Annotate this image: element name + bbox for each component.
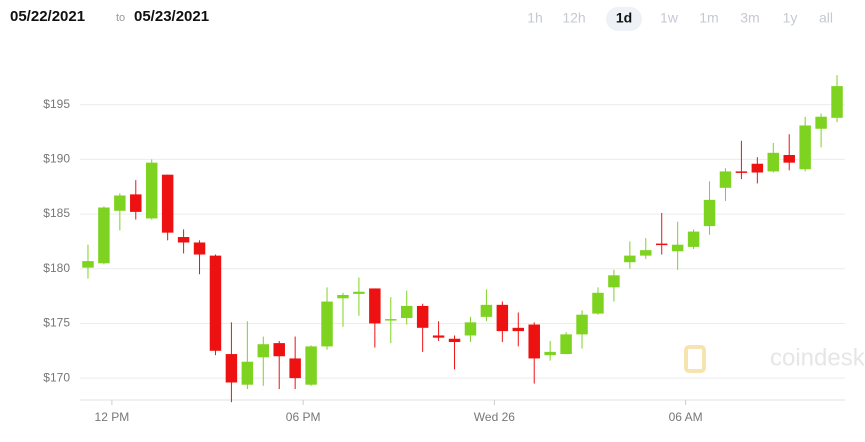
candle-body bbox=[448, 338, 461, 343]
x-tick-label: 06 AM bbox=[669, 410, 703, 424]
y-tick-label: $175 bbox=[43, 316, 70, 330]
range-button[interactable]: 1y bbox=[783, 10, 798, 26]
range-button[interactable]: all bbox=[819, 10, 833, 26]
candle-body bbox=[241, 361, 254, 385]
candle-body bbox=[145, 162, 158, 219]
candle-body bbox=[592, 292, 604, 314]
candle-body bbox=[671, 244, 684, 252]
candle-body bbox=[353, 291, 365, 294]
candle-body bbox=[735, 171, 748, 173]
candle-body bbox=[544, 351, 556, 356]
candle-body bbox=[655, 243, 668, 246]
candle-body bbox=[799, 125, 811, 170]
candle-body bbox=[130, 194, 142, 212]
candle-body bbox=[257, 344, 270, 358]
range-button[interactable]: 1d bbox=[616, 10, 632, 26]
candle-body bbox=[305, 346, 317, 385]
candle-body bbox=[416, 305, 429, 328]
candle-body bbox=[177, 237, 190, 243]
y-tick-label: $180 bbox=[43, 261, 70, 275]
range-button[interactable]: 3m bbox=[740, 10, 759, 26]
date-to: 05/23/2021 bbox=[134, 8, 209, 25]
candle-body bbox=[385, 319, 397, 321]
y-tick-label: $185 bbox=[43, 206, 70, 220]
candle-body bbox=[432, 335, 445, 338]
candle-body bbox=[703, 199, 716, 227]
candle-body bbox=[225, 354, 238, 383]
candle-body bbox=[114, 195, 126, 211]
candle-body bbox=[496, 304, 509, 332]
candle-body bbox=[767, 152, 780, 172]
candle-body bbox=[719, 171, 732, 188]
date-from: 05/22/2021 bbox=[10, 8, 85, 25]
candle-body bbox=[98, 207, 110, 264]
candle-body bbox=[640, 250, 652, 256]
candle-body bbox=[751, 163, 764, 173]
candle-body bbox=[193, 242, 206, 255]
y-tick-label: $195 bbox=[43, 97, 70, 111]
range-button[interactable]: 1w bbox=[660, 10, 679, 26]
candle-body bbox=[831, 86, 843, 118]
candle-body bbox=[480, 304, 493, 317]
date-separator: to bbox=[116, 12, 125, 24]
candle-body bbox=[209, 255, 222, 351]
candle-body bbox=[815, 116, 827, 129]
y-tick-label: $190 bbox=[43, 152, 70, 166]
candle-body bbox=[624, 255, 636, 263]
watermark: coindesk bbox=[770, 344, 865, 371]
candle-body bbox=[369, 288, 381, 324]
candle-body bbox=[289, 358, 301, 379]
candle-body bbox=[576, 314, 588, 335]
candle-body bbox=[464, 322, 477, 336]
candle-body bbox=[528, 324, 540, 359]
x-tick-label: 12 PM bbox=[95, 410, 130, 424]
watermark-logo bbox=[684, 345, 706, 373]
x-tick-label: 06 PM bbox=[286, 410, 321, 424]
candle-body bbox=[337, 295, 349, 299]
candle-body bbox=[687, 231, 700, 247]
candle-body bbox=[400, 305, 413, 318]
candle-body bbox=[512, 327, 525, 332]
candle-body bbox=[82, 261, 94, 268]
candle-body bbox=[608, 275, 620, 288]
candle-body bbox=[560, 334, 572, 355]
candle-body bbox=[321, 301, 333, 347]
range-button[interactable]: 1m bbox=[699, 10, 718, 26]
candle-body bbox=[783, 155, 795, 163]
x-tick-label: Wed 26 bbox=[474, 410, 515, 424]
range-button[interactable]: 1h bbox=[527, 10, 543, 26]
range-button-bg bbox=[606, 7, 642, 31]
y-tick-label: $170 bbox=[43, 370, 70, 384]
candle-body bbox=[273, 343, 285, 357]
range-button[interactable]: 12h bbox=[562, 10, 585, 26]
candle-body bbox=[161, 174, 174, 233]
